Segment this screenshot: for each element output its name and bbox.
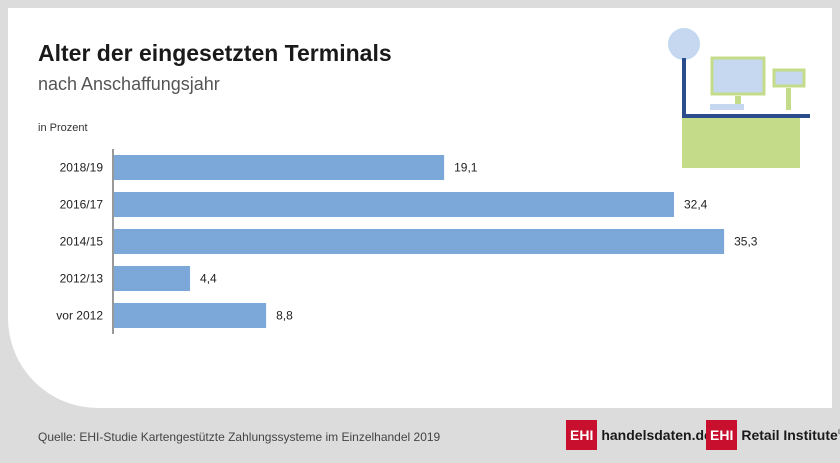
keyboard-icon: [710, 104, 744, 110]
ehi-logo-box: EHI: [706, 420, 738, 450]
logo-retail-institute-text: Retail Institute®: [741, 427, 840, 443]
counter-top-icon: [682, 114, 810, 118]
category-label: 2018/19: [60, 161, 104, 175]
value-label: 19,1: [454, 161, 478, 175]
bar: [114, 155, 445, 180]
category-label: 2012/13: [60, 272, 104, 286]
lamp-pole-icon: [682, 58, 686, 118]
bar: [114, 229, 725, 254]
bar: [114, 192, 674, 217]
value-label: 4,4: [200, 272, 217, 286]
monitor-icon: [710, 56, 766, 96]
monitor-stand-icon: [735, 96, 741, 108]
value-label: 35,3: [734, 235, 758, 249]
value-label: 32,4: [684, 198, 708, 212]
category-label: 2014/15: [60, 235, 104, 249]
bar: [114, 266, 191, 291]
unit-label: in Prozent: [38, 122, 88, 134]
counter-body-icon: [682, 118, 800, 168]
bars-group: 2018/19 19,1 2016/17 32,4 2014/15 35,3 2012/13…: [56, 155, 758, 328]
chart-title: Alter der eingesetzten Terminals: [38, 40, 392, 66]
lamp-circle-icon: [668, 28, 700, 60]
source-note: Quelle: EHI-Studie Kartengestützte Zahlu…: [38, 430, 441, 444]
logo-handelsdaten[interactable]: EHI handelsdaten.de: [566, 420, 712, 450]
card-terminal-stand-icon: [786, 88, 791, 110]
logo-handelsdaten-text: handelsdaten.de: [601, 427, 712, 443]
chart-subtitle: nach Anschaffungsjahr: [38, 74, 220, 94]
registered-mark: ®: [838, 427, 840, 436]
ehi-logo-box: EHI: [566, 420, 598, 450]
bar: [114, 303, 267, 328]
value-label: 8,8: [276, 309, 293, 323]
logo-retail-institute-name: Retail Institute: [741, 427, 838, 443]
card-terminal-icon: [772, 68, 806, 88]
category-label: vor 2012: [56, 309, 103, 323]
category-label: 2016/17: [60, 198, 104, 212]
logo-retail-institute[interactable]: EHI Retail Institute®: [706, 420, 840, 450]
